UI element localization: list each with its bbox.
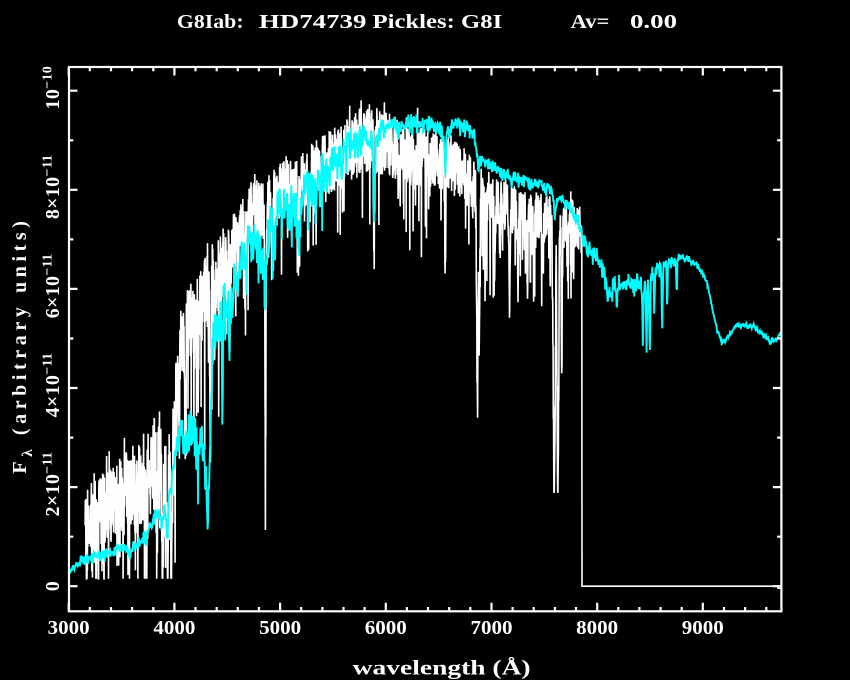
svg-text:wavelength (Å): wavelength (Å) [353,656,531,680]
svg-text:9000: 9000 [682,617,724,639]
svg-text:3000: 3000 [48,617,90,639]
svg-text:7000: 7000 [471,617,513,639]
svg-text:5000: 5000 [259,617,301,639]
svg-text:4000: 4000 [153,617,195,639]
svg-text:G8Iab:: G8Iab: [177,11,244,33]
svg-text:Pickles: G8I: Pickles: G8I [373,11,503,33]
svg-text:0.00: 0.00 [630,11,677,33]
svg-text:6000: 6000 [365,617,407,639]
svg-text:Av=: Av= [571,11,610,33]
svg-text:8000: 8000 [576,617,618,639]
svg-text:0: 0 [42,581,64,591]
svg-text:HD74739: HD74739 [259,11,367,33]
